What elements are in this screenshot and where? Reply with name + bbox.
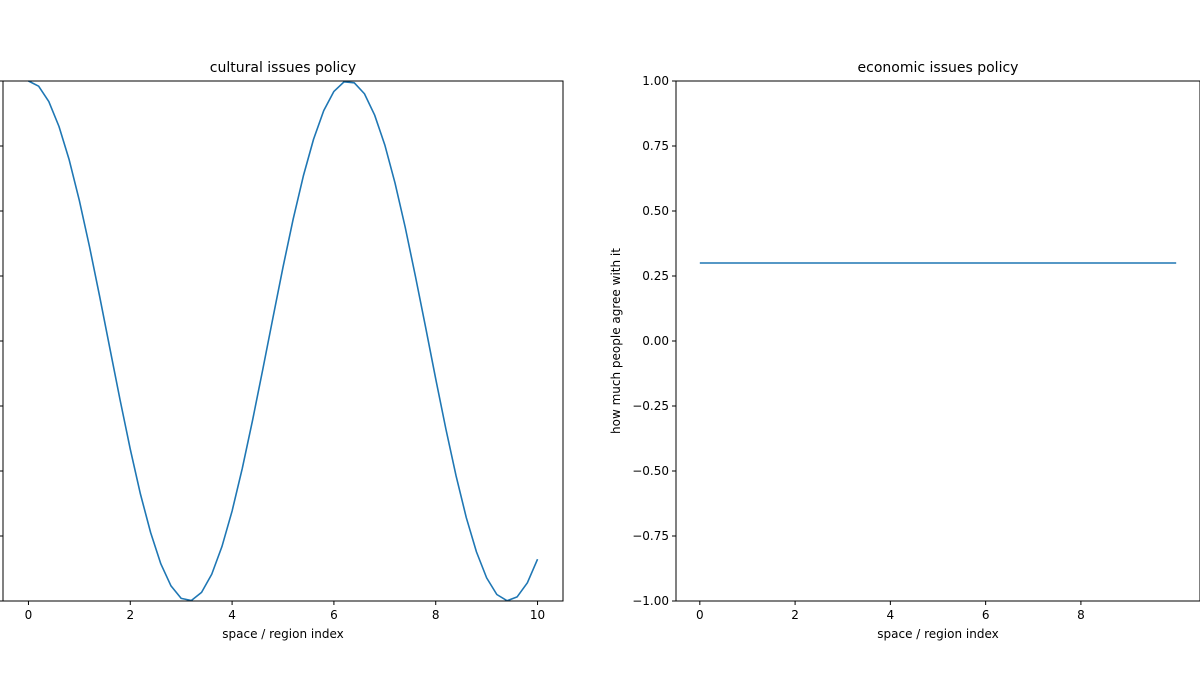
- chart-cultural-issues: 0 2 4 6 8 10 cultural issues policy space / reg…: [0, 60, 564, 641]
- y-tick-label: 1.00: [642, 74, 669, 88]
- chart-title: cultural issues policy: [210, 60, 356, 76]
- plot-frame: [2, 80, 564, 602]
- y-tick-label: 0.25: [642, 269, 669, 283]
- plot-frame: [675, 80, 1200, 602]
- y-tick-label: −0.75: [632, 529, 669, 543]
- x-tick-label: 8: [1077, 608, 1085, 622]
- y-tick-label: −0.50: [632, 464, 669, 478]
- x-tick-label: 8: [432, 608, 440, 622]
- x-tick-label: 4: [887, 608, 895, 622]
- x-tick-label: 2: [126, 608, 134, 622]
- y-tick-label: −0.25: [632, 399, 669, 413]
- chart-economic-issues: 0 2 4 6 8 −1.00 −0.75 −0.50 −0.25 0.00 0.25 0.50 0.7…: [609, 60, 1200, 641]
- x-tick-label: 4: [228, 608, 236, 622]
- x-tick-label: 2: [791, 608, 799, 622]
- x-tick-label: 10: [530, 608, 545, 622]
- x-tick-label: 0: [25, 608, 33, 622]
- chart-title: economic issues policy: [858, 60, 1019, 76]
- x-tick-label: 6: [330, 608, 338, 622]
- x-axis-label: space / region index: [222, 627, 343, 641]
- x-tick-label: 6: [982, 608, 990, 622]
- y-tick-label: 0.00: [642, 334, 669, 348]
- y-tick-label: 0.75: [642, 139, 669, 153]
- y-axis-label: how much people agree with it: [609, 248, 623, 434]
- y-tick-label: −1.00: [632, 594, 669, 608]
- x-axis-label: space / region index: [877, 627, 998, 641]
- y-tick-label: 0.50: [642, 204, 669, 218]
- x-tick-label: 0: [696, 608, 704, 622]
- series-line-0: [28, 80, 539, 602]
